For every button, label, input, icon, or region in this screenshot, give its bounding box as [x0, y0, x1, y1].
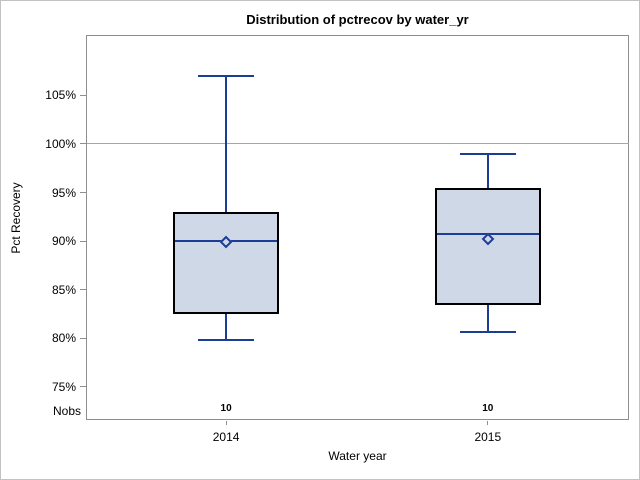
plot-area: [86, 35, 629, 420]
whisker-cap-top: [459, 152, 516, 155]
category-label: 2014: [212, 430, 240, 444]
y-tick-mark: [80, 386, 86, 388]
x-axis-title: Water year: [328, 449, 387, 463]
y-tick-label: 85%: [51, 282, 76, 297]
y-tick-mark: [80, 94, 86, 96]
whisker-stem-top: [486, 153, 489, 188]
whisker-stem-bottom: [225, 314, 228, 341]
whisker-cap-top: [198, 74, 255, 77]
y-tick-mark: [80, 240, 86, 242]
y-tick-label: 80%: [51, 331, 76, 346]
y-tick-mark: [80, 337, 86, 339]
x-tick-mark: [487, 421, 489, 425]
whisker-stem-bottom: [486, 305, 489, 332]
box-2014: [173, 211, 280, 315]
y-tick-label: 90%: [51, 234, 76, 249]
y-tick-mark: [80, 289, 86, 291]
y-axis-title: Pct Recovery: [9, 182, 23, 254]
nobs-value: 10: [220, 403, 232, 414]
y-tick-mark: [80, 192, 86, 193]
x-tick-mark: [225, 421, 227, 425]
category-label: 2015: [474, 430, 502, 444]
y-tick-label: 100%: [45, 136, 76, 151]
chart-title: Distribution of pctrecov by water_yr: [246, 12, 469, 27]
whisker-stem-top: [225, 75, 228, 212]
nobs-row-label: Nobs: [52, 404, 81, 418]
reference-line: [87, 143, 629, 145]
y-tick-mark: [80, 143, 86, 145]
nobs-value: 10: [482, 403, 494, 414]
y-tick-label: 105%: [45, 88, 76, 103]
box-2015: [434, 187, 541, 306]
whisker-cap-bottom: [198, 339, 255, 342]
y-tick-label: 95%: [51, 185, 76, 200]
whisker-cap-bottom: [459, 330, 516, 333]
y-tick-label: 75%: [51, 379, 76, 394]
